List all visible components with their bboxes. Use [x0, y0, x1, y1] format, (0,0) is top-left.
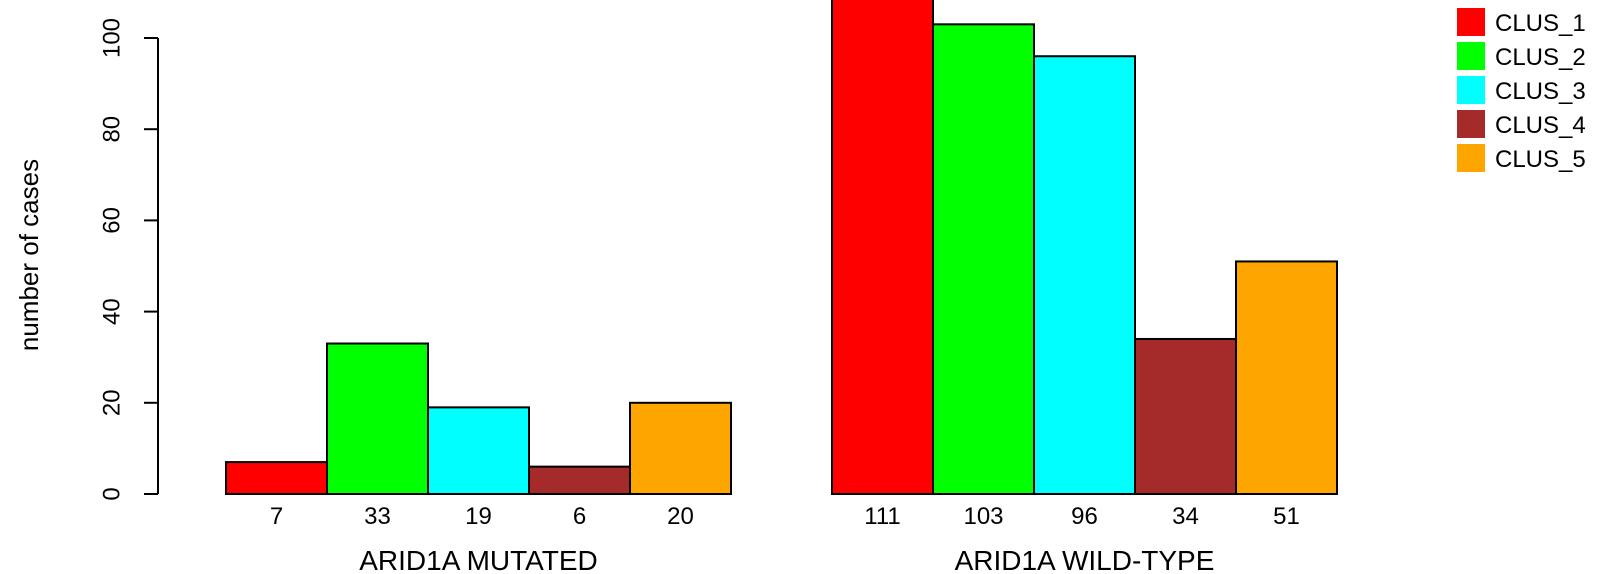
y-tick-label: 20: [98, 389, 125, 416]
bar-value-label: 51: [1273, 503, 1300, 530]
legend-swatch: [1457, 8, 1485, 36]
group-label: ARID1A WILD-TYPE: [955, 545, 1215, 574]
bar: [1134, 337, 1237, 495]
bar: [1235, 260, 1338, 495]
bar: [1033, 55, 1136, 496]
legend-label: CLUS_5: [1495, 146, 1586, 173]
bar-value-label: 34: [1172, 503, 1199, 530]
bar: [932, 23, 1035, 495]
legend-label: CLUS_4: [1495, 112, 1586, 139]
y-tick-label: 100: [98, 18, 125, 58]
bar-value-label: 20: [667, 503, 694, 530]
bar: [831, 0, 934, 495]
legend-label: CLUS_1: [1495, 10, 1586, 37]
y-tick-label: 0: [98, 487, 125, 500]
legend: CLUS_1 CLUS_2 CLUS_3 CLUS_4 CLUS_5: [1457, 8, 1586, 173]
bar: [629, 401, 732, 495]
bar: [528, 465, 631, 496]
bar-value-label: 7: [270, 503, 283, 530]
bar-value-label: 6: [573, 503, 586, 530]
legend-swatch: [1457, 110, 1485, 138]
bar-value-label: 111: [864, 503, 900, 530]
y-tick-label: 80: [98, 116, 125, 143]
bar: [225, 461, 328, 495]
value-labels: 7 33 19 6 20 111 103 96 34 51: [270, 503, 1300, 530]
bar: [326, 342, 429, 495]
y-axis: 0 20 40 60 80 100: [98, 18, 159, 501]
bar-value-label: 96: [1071, 503, 1098, 530]
group-labels: ARID1A MUTATED ARID1A WILD-TYPE: [359, 545, 1214, 574]
y-axis-title: number of cases: [14, 159, 44, 351]
legend-swatch: [1457, 42, 1485, 70]
legend-label: CLUS_3: [1495, 78, 1586, 105]
bar-value-label: 19: [465, 503, 492, 530]
legend-swatch: [1457, 144, 1485, 172]
legend-swatch: [1457, 76, 1485, 104]
bar: [427, 406, 530, 495]
bar-value-label: 33: [364, 503, 391, 530]
legend-label: CLUS_2: [1495, 44, 1586, 71]
group-label: ARID1A MUTATED: [359, 545, 598, 574]
bar-value-label: 103: [963, 503, 1003, 530]
y-tick-label: 40: [98, 298, 125, 325]
bars: [225, 0, 1338, 496]
y-tick-label: 60: [98, 207, 125, 234]
